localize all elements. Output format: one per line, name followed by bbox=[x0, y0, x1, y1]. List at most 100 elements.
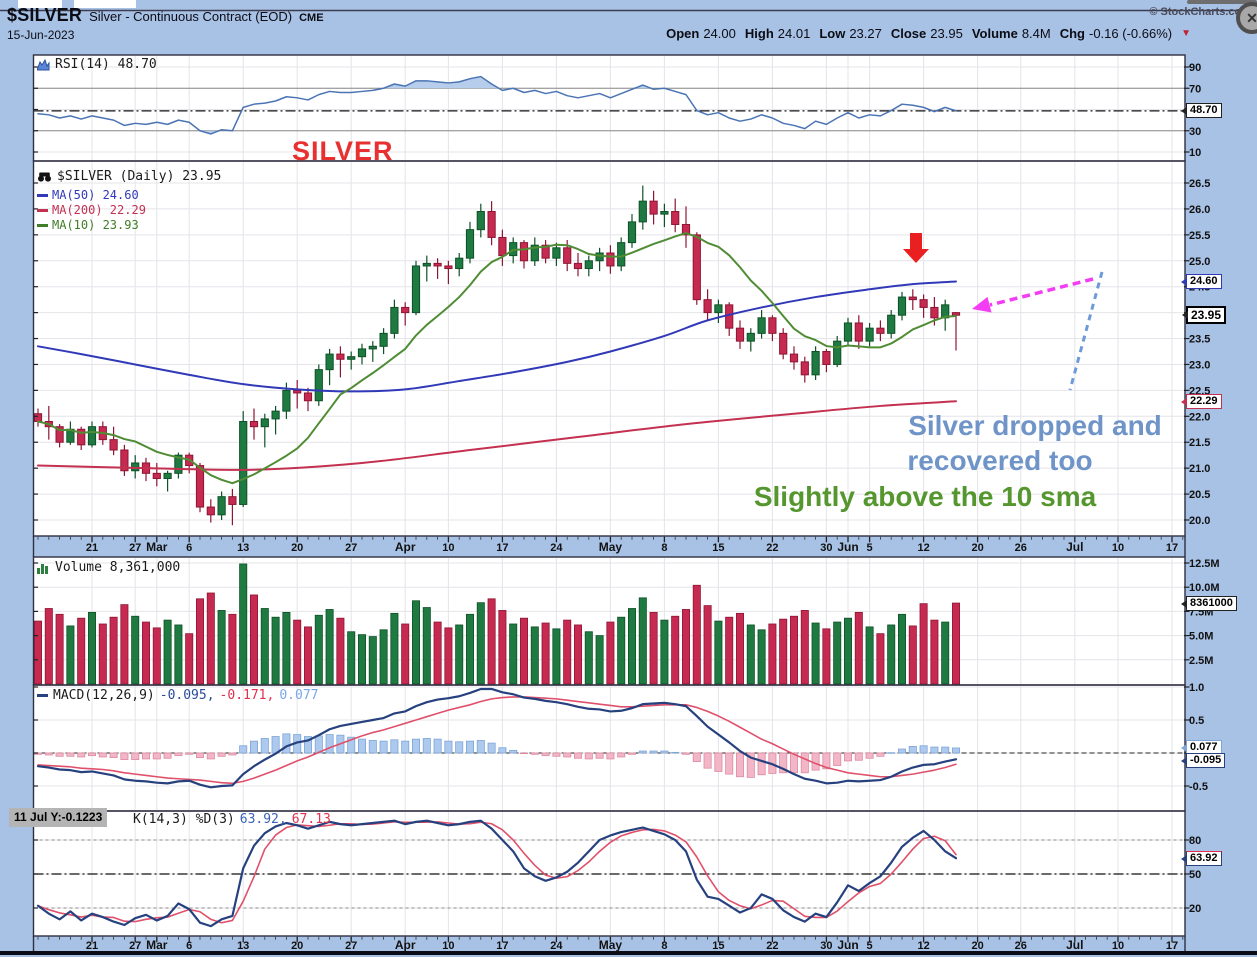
svg-text:20.5: 20.5 bbox=[1189, 489, 1210, 501]
volume-legend-text: Volume 8,361,000 bbox=[55, 560, 181, 575]
svg-text:10: 10 bbox=[442, 940, 454, 952]
ma200-legend: MA(200) 22.29 bbox=[37, 203, 146, 217]
svg-text:21: 21 bbox=[86, 940, 98, 952]
price-legend: $SILVER (Daily) 23.95 bbox=[37, 169, 221, 184]
svg-text:20: 20 bbox=[971, 940, 983, 952]
quote-bar: Open 24.00 High 24.01 Low 23.27 Close 23.95 … bbox=[666, 26, 1191, 41]
svg-text:13: 13 bbox=[237, 940, 249, 952]
svg-text:May: May bbox=[599, 540, 623, 554]
svg-text:25.0: 25.0 bbox=[1189, 256, 1210, 268]
macd-hist-value: 0.077 bbox=[279, 688, 319, 703]
svg-text:22.0: 22.0 bbox=[1189, 411, 1210, 423]
macd-line-icon bbox=[37, 694, 48, 697]
svg-text:20: 20 bbox=[971, 542, 983, 554]
svg-text:-0.5: -0.5 bbox=[1189, 781, 1208, 793]
svg-text:10: 10 bbox=[442, 542, 454, 554]
svg-text:Jun: Jun bbox=[837, 938, 858, 952]
svg-text:22: 22 bbox=[766, 940, 778, 952]
svg-text:30: 30 bbox=[820, 940, 832, 952]
ma50-legend: MA(50) 24.60 bbox=[37, 188, 139, 202]
annotation-green-note: Slightly above the 10 sma bbox=[753, 481, 1097, 512]
stoch-d-value: 67.13 bbox=[291, 812, 331, 827]
svg-text:22: 22 bbox=[766, 542, 778, 554]
stoch-legend-title: K(14,3) %D(3) bbox=[133, 812, 235, 827]
svg-text:80: 80 bbox=[1189, 835, 1201, 847]
svg-text:12: 12 bbox=[917, 542, 929, 554]
quote-dropdown-arrow[interactable]: ▼ bbox=[1181, 28, 1191, 39]
macd-legend: MACD(12,26,9) -0.095, -0.171, 0.077 bbox=[37, 688, 318, 703]
volume-label: Volume bbox=[971, 26, 1018, 41]
price-legend-text: $SILVER (Daily) 23.95 bbox=[57, 169, 222, 184]
svg-text:Apr: Apr bbox=[395, 938, 416, 952]
svg-text:6: 6 bbox=[186, 542, 192, 554]
svg-text:17: 17 bbox=[1166, 542, 1178, 554]
svg-text:24: 24 bbox=[550, 940, 563, 952]
high-value: 24.01 bbox=[777, 26, 811, 41]
svg-text:Mar: Mar bbox=[146, 540, 168, 554]
svg-text:70: 70 bbox=[1189, 83, 1201, 95]
copyright: © StockCharts.com bbox=[1149, 6, 1251, 18]
ma200-value-callout: 22.29 bbox=[1186, 394, 1222, 409]
open-value: 24.00 bbox=[703, 26, 736, 41]
ma200-line-icon bbox=[37, 208, 48, 212]
instrument-name: Silver - Continuous Contract (EOD) bbox=[89, 9, 293, 24]
chg-label: Chg bbox=[1059, 26, 1085, 41]
annotation-blue-note-line1: Silver dropped and bbox=[908, 410, 1162, 441]
high-label: High bbox=[744, 26, 774, 41]
svg-text:25.5: 25.5 bbox=[1189, 230, 1210, 242]
rsi-legend-text: RSI(14) 48.70 bbox=[55, 57, 157, 72]
svg-text:Jul: Jul bbox=[1066, 540, 1083, 554]
svg-text:10.0M: 10.0M bbox=[1189, 582, 1220, 594]
volume-value-callout: 8361000 bbox=[1186, 596, 1237, 611]
svg-text:1.0: 1.0 bbox=[1189, 682, 1204, 694]
close-icon[interactable]: ✕ bbox=[1236, 2, 1257, 34]
svg-text:May: May bbox=[599, 938, 623, 952]
svg-text:27: 27 bbox=[129, 940, 141, 952]
svg-text:12: 12 bbox=[917, 940, 929, 952]
svg-text:5: 5 bbox=[867, 940, 873, 952]
last-price-callout: 23.95 bbox=[1186, 306, 1227, 324]
svg-text:17: 17 bbox=[496, 940, 508, 952]
svg-text:20: 20 bbox=[291, 940, 303, 952]
close-glyph: ✕ bbox=[1246, 9, 1257, 26]
svg-text:20.0: 20.0 bbox=[1189, 515, 1210, 527]
svg-text:15: 15 bbox=[712, 542, 724, 554]
stoch-value-callout: 63.92 bbox=[1186, 851, 1222, 866]
macd-signal-value: -0.171, bbox=[219, 688, 275, 703]
svg-text:10: 10 bbox=[1189, 147, 1201, 159]
svg-text:21: 21 bbox=[86, 542, 98, 554]
svg-text:23.0: 23.0 bbox=[1189, 359, 1210, 371]
svg-text:Jul: Jul bbox=[1066, 938, 1083, 952]
open-label: Open bbox=[666, 26, 700, 41]
ticker-symbol: $SILVER bbox=[7, 5, 83, 25]
page-edge-fragment bbox=[74, 0, 136, 8]
volume-value: 8.4M bbox=[1021, 26, 1051, 41]
annotation-silver-label: SILVER bbox=[292, 136, 394, 166]
bar-chart-icon bbox=[37, 563, 48, 574]
svg-text:26: 26 bbox=[1015, 940, 1027, 952]
chg-value: -0.16 (-0.66%) bbox=[1089, 26, 1173, 41]
chart-header: $SILVER Silver - Continuous Contract (EO… bbox=[7, 5, 324, 26]
svg-text:23.5: 23.5 bbox=[1189, 334, 1210, 346]
svg-text:Jun: Jun bbox=[837, 540, 858, 554]
svg-text:8: 8 bbox=[661, 940, 667, 952]
svg-text:13: 13 bbox=[237, 542, 249, 554]
crosshair-tooltip: 11 Jul Y:-0.1223 bbox=[9, 808, 108, 827]
svg-text:30: 30 bbox=[820, 542, 832, 554]
macd-legend-title: MACD(12,26,9) bbox=[53, 688, 155, 703]
svg-text:21.5: 21.5 bbox=[1189, 437, 1210, 449]
svg-text:8: 8 bbox=[661, 542, 667, 554]
ma10-line-icon bbox=[37, 223, 48, 227]
svg-text:17: 17 bbox=[496, 542, 508, 554]
close-value: 23.95 bbox=[930, 26, 963, 41]
svg-text:20: 20 bbox=[1189, 903, 1201, 915]
low-value: 23.27 bbox=[849, 26, 882, 41]
svg-text:17: 17 bbox=[1166, 940, 1178, 952]
ma50-value-callout: 24.60 bbox=[1186, 274, 1222, 289]
svg-text:6: 6 bbox=[186, 940, 192, 952]
svg-text:27: 27 bbox=[345, 940, 357, 952]
page-edge-fragment bbox=[18, 0, 62, 8]
ma10-legend: MA(10) 23.93 bbox=[37, 218, 139, 232]
svg-text:90: 90 bbox=[1189, 62, 1201, 74]
